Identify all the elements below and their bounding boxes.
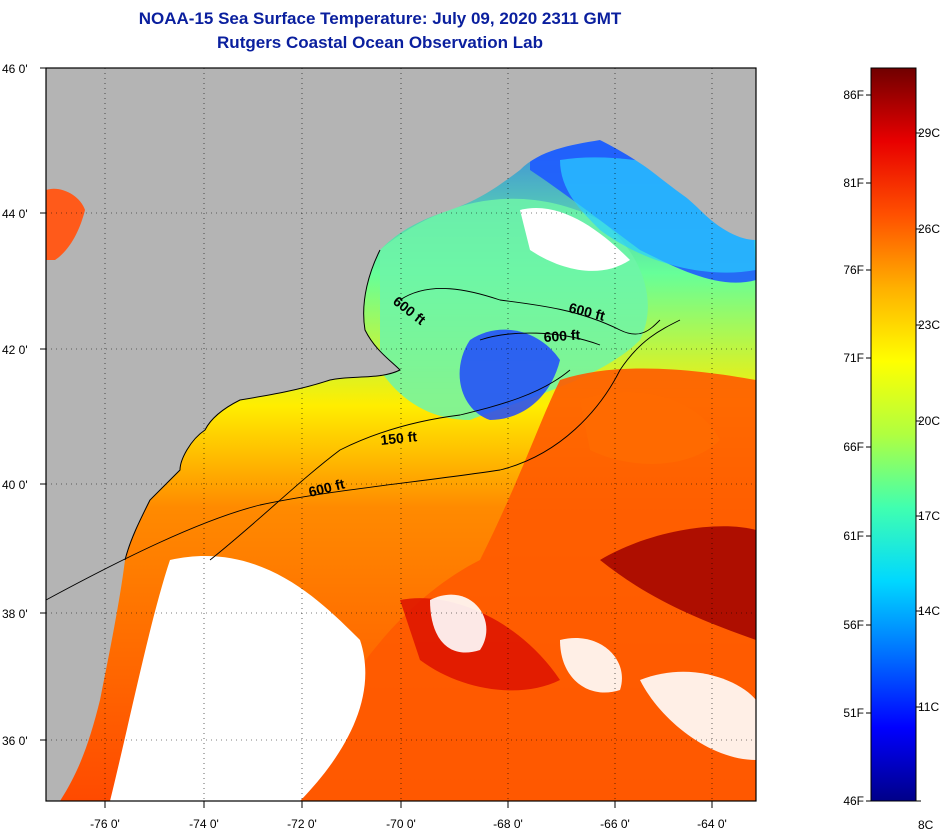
graticule — [46, 68, 756, 801]
colorbar-scale — [870, 67, 917, 802]
colorbar-celsius-label: 26C — [918, 222, 940, 236]
colorbar-fahrenheit-label: 56F — [843, 618, 864, 632]
land-mass — [46, 68, 756, 801]
colorbar-celsius-label: 14C — [918, 604, 940, 618]
colorbar-fahrenheit-label: 81F — [843, 176, 864, 190]
colorbar-fahrenheit-label: 71F — [843, 351, 864, 365]
colorbar-fahrenheit-label: 61F — [843, 529, 864, 543]
colorbar-fahrenheit-label: 76F — [843, 263, 864, 277]
lat-label: 44 0' — [2, 207, 28, 221]
lat-label: 36 0' — [2, 734, 28, 748]
colorbar-celsius-label: 17C — [918, 509, 940, 523]
colorbar-fahrenheit-label: 66F — [843, 440, 864, 454]
colorbar-fahrenheit-label: 86F — [843, 88, 864, 102]
lat-label: 46 0' — [2, 62, 28, 76]
map-title: NOAA-15 Sea Surface Temperature: July 09… — [138, 9, 622, 28]
contour-600ft — [46, 319, 681, 601]
lon-label: -72 0' — [287, 817, 317, 831]
colorbar-fahrenheit-label: 46F — [843, 794, 864, 808]
contour-label: 150 ft — [380, 428, 418, 448]
map-subtitle: Rutgers Coastal Ocean Observation Lab — [217, 33, 543, 52]
colorbar-celsius-label: 20C — [918, 414, 940, 428]
lon-label: -74 0' — [189, 817, 219, 831]
lon-label: -70 0' — [386, 817, 416, 831]
colorbar-celsius-label: 8C — [918, 818, 934, 832]
lon-label: -64 0' — [697, 817, 727, 831]
colorbar-celsius-label: 11C — [918, 700, 939, 714]
lat-label: 42 0' — [2, 343, 28, 357]
lon-label: -66 0' — [600, 817, 630, 831]
lat-label: 40 0' — [2, 478, 28, 492]
colorbar-celsius-label: 23C — [918, 318, 940, 332]
lon-label: -68 0' — [493, 817, 523, 831]
contour-label: 600 ft — [543, 326, 581, 345]
colorbar-celsius-label: 29C — [918, 126, 940, 140]
lon-label: -76 0' — [90, 817, 120, 831]
lat-label: 38 0' — [2, 607, 28, 621]
colorbar-fahrenheit-label: 51F — [843, 706, 864, 720]
contour-150ft — [209, 369, 571, 561]
